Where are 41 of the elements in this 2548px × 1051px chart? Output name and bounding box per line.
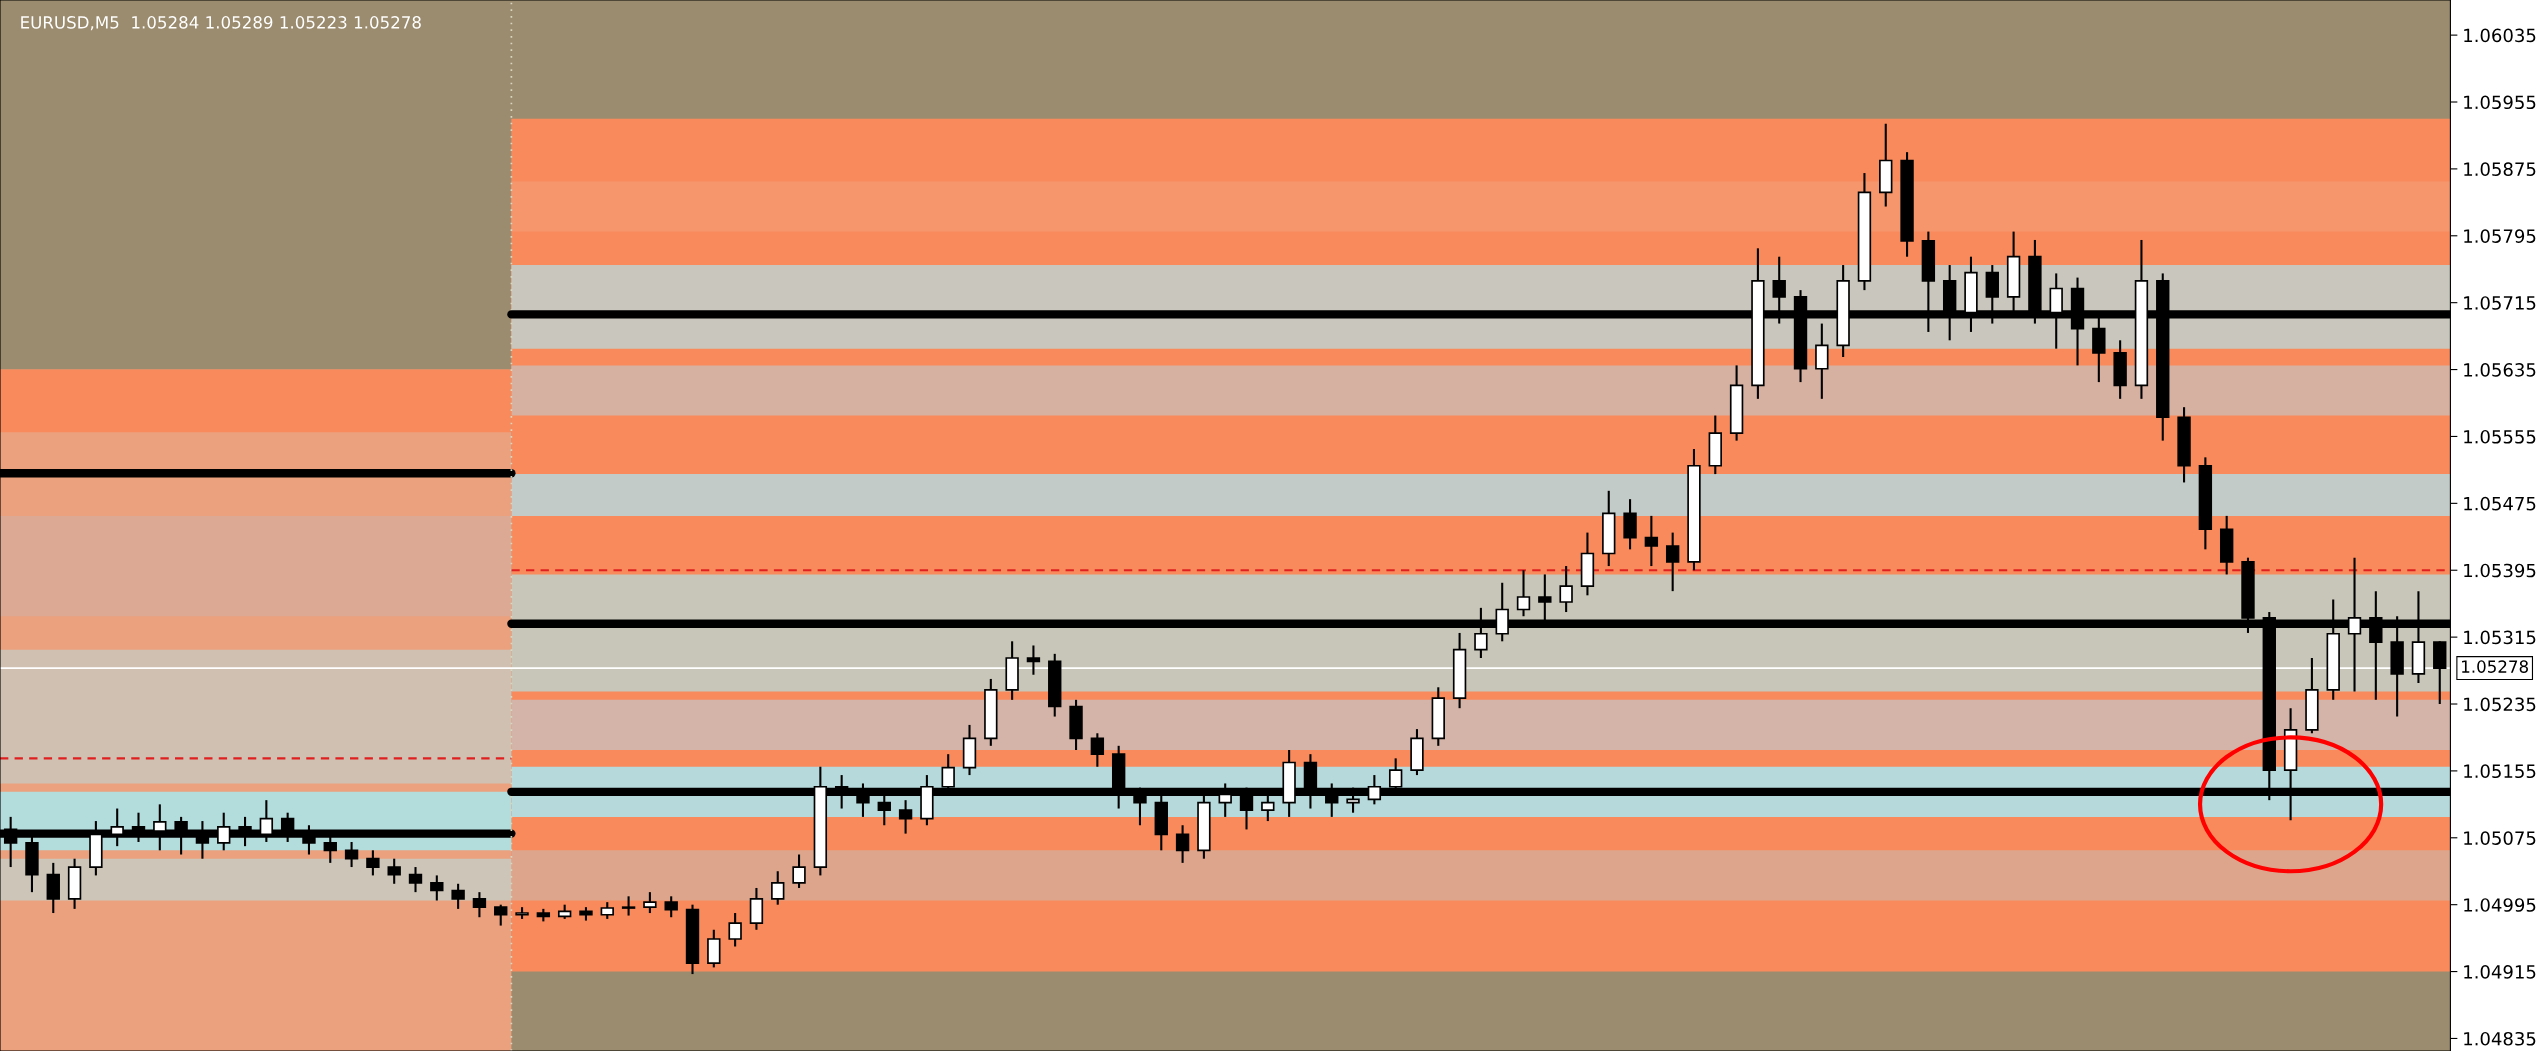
candlestick	[451, 882, 465, 910]
candlestick	[1516, 569, 1531, 618]
candlestick	[430, 874, 444, 902]
candlestick	[643, 891, 657, 915]
y-tick-label: 1.05635	[2464, 363, 2536, 377]
y-tick-label: 1.05955	[2464, 95, 2536, 110]
y-tick-label: 1.05555	[2464, 429, 2536, 444]
candlestick	[664, 895, 678, 919]
y-tick-label: 1.05875	[2464, 162, 2536, 177]
candlestick	[408, 866, 423, 894]
y-tick-label: 1.04995	[2464, 898, 2536, 912]
candlestick	[1665, 531, 1680, 593]
candlestick	[621, 895, 636, 917]
candlestick	[1815, 322, 1829, 400]
candlestick	[344, 840, 359, 869]
candlestick	[771, 870, 785, 906]
y-tick-label: 1.05075	[2464, 831, 2536, 845]
y-tick-label: 1.05155	[2464, 764, 2536, 779]
text: EURUSD,M5 1.05284 1.05289 1.05223 1.05278	[21, 16, 421, 31]
candlestick	[472, 891, 487, 919]
y-tick-label: 1.05395	[2464, 563, 2536, 578]
candlestick	[387, 857, 401, 885]
y-tick-label: 1.05475	[2464, 496, 2536, 511]
candlestick	[1175, 824, 1190, 864]
y-tick-label: 1.05715	[2464, 296, 2536, 310]
candlestick	[494, 903, 508, 927]
candlestick	[1644, 514, 1659, 568]
ref-line-label: 1.05278	[2462, 660, 2528, 673]
y-tick-label: 1.06035	[2464, 28, 2536, 43]
candlestick	[1559, 565, 1573, 614]
candlestick	[1026, 644, 1041, 676]
y-tick-label: 1.05795	[2464, 229, 2536, 243]
candlestick	[792, 853, 806, 889]
y-tick-label: 1.05235	[2464, 697, 2536, 712]
y-tick-label: 1.05315	[2464, 630, 2536, 645]
y-tick-label: 1.04835	[2464, 1031, 2536, 1046]
candlestick	[366, 849, 380, 877]
candlestick	[1090, 732, 1105, 768]
y-tick-label: 1.04915	[2464, 965, 2536, 979]
candlestick	[728, 912, 742, 948]
candlestick	[898, 799, 913, 835]
